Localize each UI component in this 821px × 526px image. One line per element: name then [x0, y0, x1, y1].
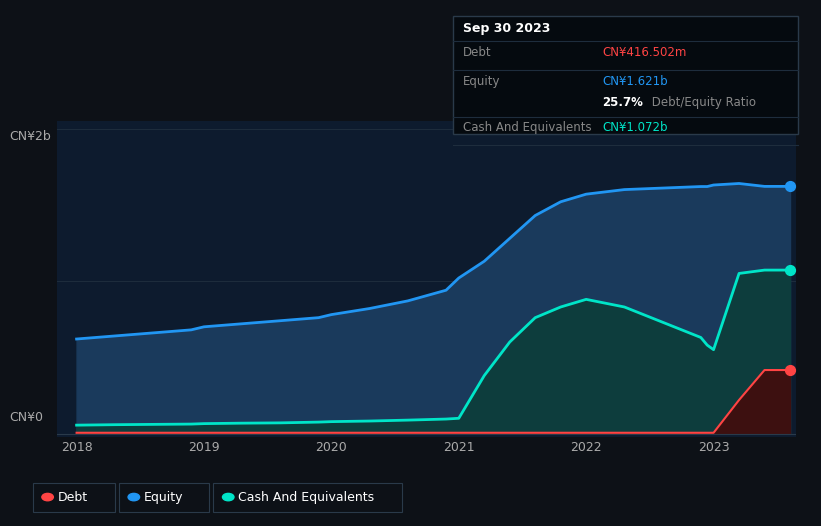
Text: Equity: Equity: [463, 75, 501, 88]
Text: Equity: Equity: [144, 491, 183, 503]
Text: CN¥0: CN¥0: [10, 411, 44, 424]
Text: 25.7%: 25.7%: [603, 96, 644, 109]
Text: CN¥1.621b: CN¥1.621b: [603, 75, 668, 88]
Text: Debt: Debt: [463, 46, 492, 59]
Text: Cash And Equivalents: Cash And Equivalents: [238, 491, 374, 503]
Text: CN¥416.502m: CN¥416.502m: [603, 46, 687, 59]
Text: CN¥2b: CN¥2b: [10, 130, 51, 144]
Point: [783, 366, 796, 374]
Text: Sep 30 2023: Sep 30 2023: [463, 22, 550, 35]
Text: Debt/Equity Ratio: Debt/Equity Ratio: [648, 96, 756, 109]
Point: [783, 182, 796, 190]
Text: Debt: Debt: [57, 491, 88, 503]
Text: CN¥1.072b: CN¥1.072b: [603, 122, 668, 134]
Text: Cash And Equivalents: Cash And Equivalents: [463, 122, 592, 134]
Point: [783, 266, 796, 274]
